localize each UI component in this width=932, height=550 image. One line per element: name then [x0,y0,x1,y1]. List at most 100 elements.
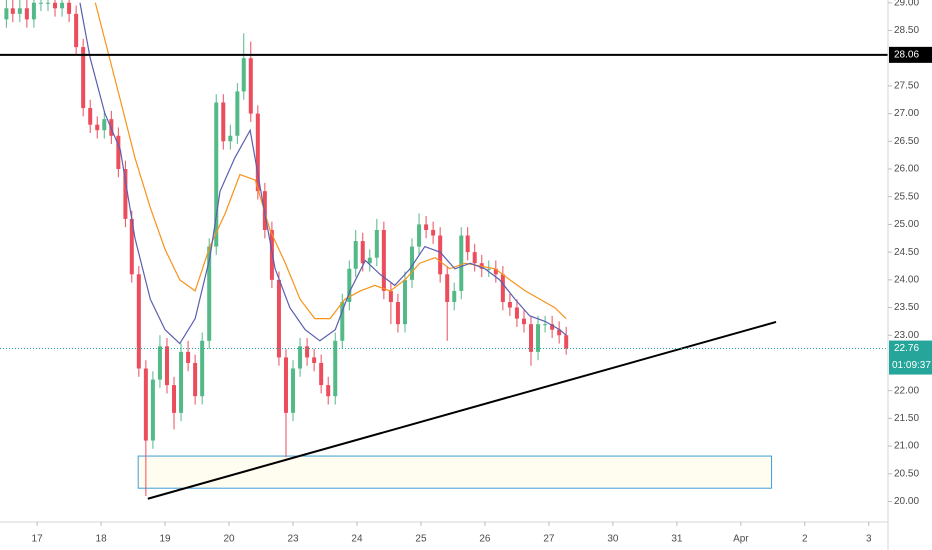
candle-body [431,229,436,236]
candle-body [255,113,260,192]
candle-body [193,362,198,397]
candle-body [200,340,205,397]
candle-body [207,246,212,341]
candle-body [269,229,274,280]
candle-body [179,351,184,413]
candle-body [102,119,107,131]
candle-body [417,224,422,247]
candle-body [312,357,317,363]
candle-body [248,58,253,114]
x-tick-label: 30 [607,534,619,545]
candle-body [493,268,498,275]
candle-body [529,324,534,352]
x-tick-label: 20 [223,534,235,545]
level-label: 28.06 [894,50,919,61]
y-tick-label: 21.00 [894,441,919,452]
candle-body [333,340,338,397]
candle-body [235,91,240,136]
candle-body [507,302,512,308]
candle-body [164,346,169,386]
candle-body [17,8,22,14]
moving-average [94,2,567,320]
candle-body [298,346,303,369]
y-tick-label: 27.00 [894,108,919,119]
candle-body [452,290,457,303]
candle-body [291,368,296,413]
candle-body [564,335,569,349]
x-tick-label: 25 [415,534,427,545]
candle-body [326,385,331,397]
candle-body [486,268,491,270]
y-tick-label: 24.50 [894,247,919,258]
candle-body [410,246,415,280]
candle-body [38,2,43,4]
trendline [147,320,777,500]
candle-body [74,13,79,48]
candle-body [88,108,93,125]
x-tick-label: 27 [543,534,555,545]
candle-body [500,274,505,303]
y-tick-label: 25.50 [894,191,919,202]
y-tick-label: 27.50 [894,81,919,92]
plot-area [0,0,888,500]
candle-body [241,58,246,92]
candle-body [24,8,29,20]
x-tick-label: 31 [671,534,683,545]
y-tick-label: 20.50 [894,468,919,479]
candle-body [353,241,358,269]
candle-body [340,302,345,341]
candle-body [305,346,310,358]
y-tick-label: 23.00 [894,330,919,341]
candle-body [67,2,72,14]
candle-body [514,307,519,319]
candle-body [438,235,443,275]
candle-body [445,274,450,303]
candle-body [459,235,464,291]
candle-body [521,318,526,325]
candle-body [10,8,15,14]
candle-body [116,135,121,170]
candle-body [31,2,36,20]
moving-average [79,2,567,345]
y-tick-label: 29.00 [894,0,919,8]
candle-body [395,302,400,325]
candle-body [319,362,324,386]
x-tick-label: 2 [802,534,808,545]
candle-body [4,8,9,20]
y-tick-label: 22.00 [894,385,919,396]
candle-body [60,2,65,9]
x-tick-label: 17 [32,534,44,545]
candle-body [276,279,281,358]
zone [137,455,773,489]
candle-body [221,102,226,142]
candle-body [381,229,386,291]
y-tick-label: 28.50 [894,25,919,36]
candle-body [186,351,191,363]
x-tick-label: 19 [159,534,171,545]
y-tick-label: 23.50 [894,302,919,313]
candle-body [472,252,477,264]
y-tick-label: 25.00 [894,219,919,230]
candle-body [123,169,128,219]
candle-body [53,2,58,9]
candle-body [374,229,379,258]
candle-body [367,257,372,264]
candle-body [81,47,86,109]
candle-body [557,329,562,336]
candle-body [214,102,219,247]
candle-body [424,224,429,230]
x-tick-label: 23 [287,534,299,545]
candle-body [172,385,177,413]
candle-body [136,274,141,369]
candle-body [402,279,407,325]
x-tick-label: 3 [866,534,872,545]
y-tick-label: 20.00 [894,496,919,507]
candle-body [465,235,470,253]
y-tick-label: 24.00 [894,274,919,285]
x-tick-label: 18 [96,534,108,545]
x-tick-label: Apr [733,534,749,545]
candle-body [550,324,555,330]
y-tick-label: 26.50 [894,136,919,147]
last-price-box [889,340,932,375]
